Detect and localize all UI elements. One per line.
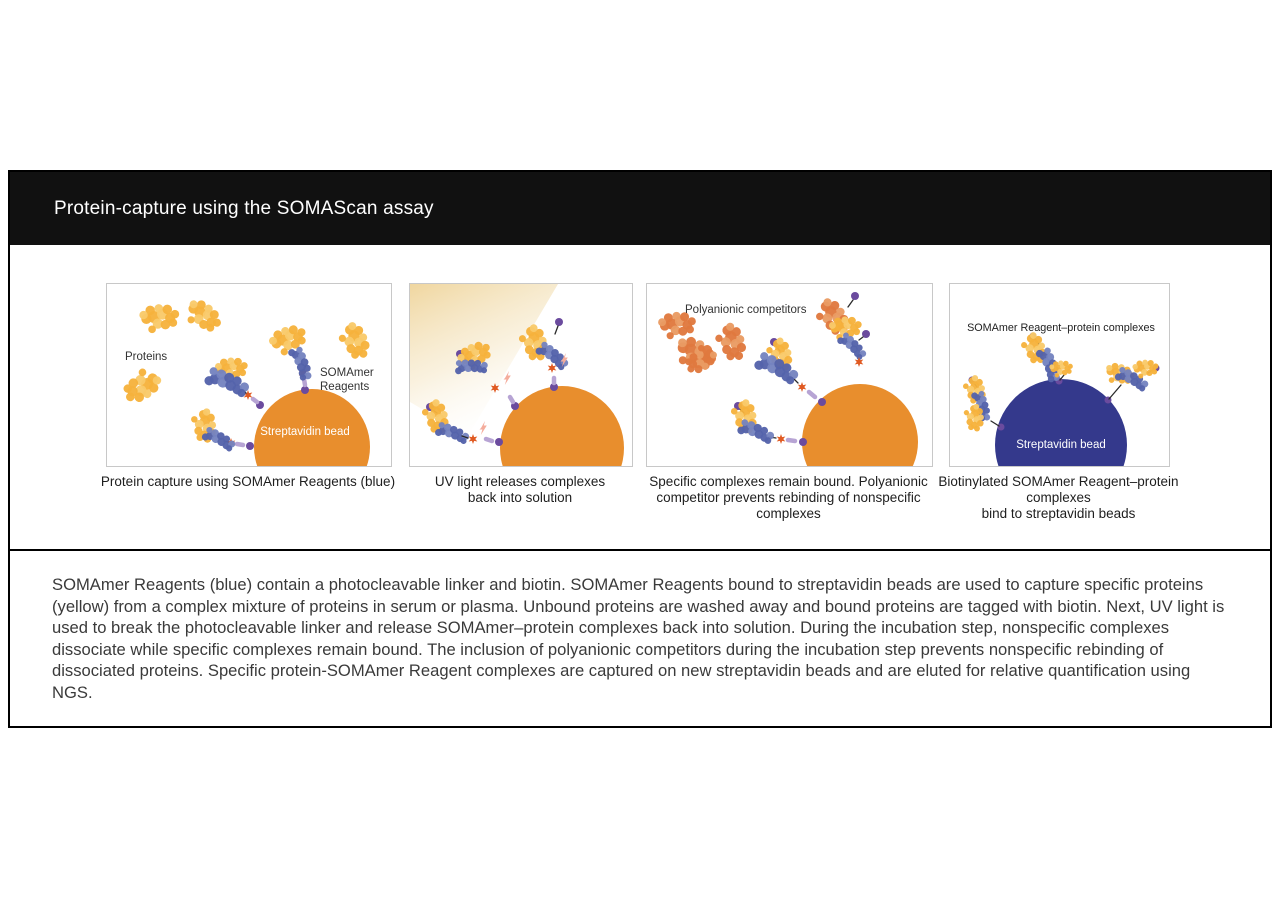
panel-3-illustration: Polyanionic competitors	[658, 292, 918, 466]
caption-line: Protein capture using SOMAmer Reagents (…	[100, 474, 396, 489]
streptavidin-bead-label: Streptavidin bead	[260, 426, 350, 438]
panel-uv-release	[409, 283, 633, 467]
caption-panel-3: Specific complexes remain bound. Polyani…	[637, 474, 940, 522]
caption-line: back into solution	[467, 490, 573, 505]
description-section: SOMAmer Reagents (blue) contain a photoc…	[10, 549, 1270, 726]
caption-line: competitor prevents rebinding of nonspec…	[656, 490, 921, 505]
caption-panel-2: UV light releases complexes back into so…	[397, 474, 643, 506]
caption-panel-4: Biotinylated SOMAmer Reagent–protein com…	[934, 474, 1183, 522]
somascan-figure: Protein-capture using the SOMAScan assay…	[8, 170, 1272, 728]
caption-panel-1: Protein capture using SOMAmer Reagents (…	[94, 474, 402, 490]
panel-polyanionic-competitors: Polyanionic competitors	[646, 283, 933, 467]
figure-description: SOMAmer Reagents (blue) contain a photoc…	[52, 575, 1225, 702]
panel-1-illustration: Proteins SOMAmer Reagents Streptavidin b…	[123, 300, 374, 466]
caption-line: complexes	[756, 506, 821, 521]
caption-line: Specific complexes remain bound. Polyani…	[649, 474, 928, 489]
polyanionic-competitors-label: Polyanionic competitors	[685, 304, 807, 316]
panels-section: Proteins SOMAmer Reagents Streptavidin b…	[10, 245, 1270, 549]
somamer-reagents-label-line2: Reagents	[320, 381, 369, 393]
reagent-protein-complexes-label: SOMAmer Reagent–protein complexes	[967, 322, 1155, 334]
caption-line: complexes	[1026, 490, 1091, 505]
somamer-reagents-label-line1: SOMAmer	[320, 367, 374, 379]
panel-4-illustration: SOMAmer Reagent–protein complexes Strept…	[962, 322, 1160, 466]
caption-line: UV light releases complexes	[434, 474, 606, 489]
caption-line: bind to streptavidin beads	[981, 506, 1136, 521]
panel-2-illustration	[410, 284, 624, 466]
panel-protein-capture: Proteins SOMAmer Reagents Streptavidin b…	[106, 283, 392, 467]
figure-header: Protein-capture using the SOMAScan assay	[10, 172, 1270, 245]
caption-line: Biotinylated SOMAmer Reagent–protein	[938, 474, 1179, 489]
streptavidin-bead-label-2: Streptavidin bead	[1016, 439, 1106, 451]
proteins-label: Proteins	[125, 351, 167, 363]
figure-title: Protein-capture using the SOMAScan assay	[54, 197, 434, 219]
panel-streptavidin-recapture: SOMAmer Reagent–protein complexes Strept…	[949, 283, 1170, 467]
